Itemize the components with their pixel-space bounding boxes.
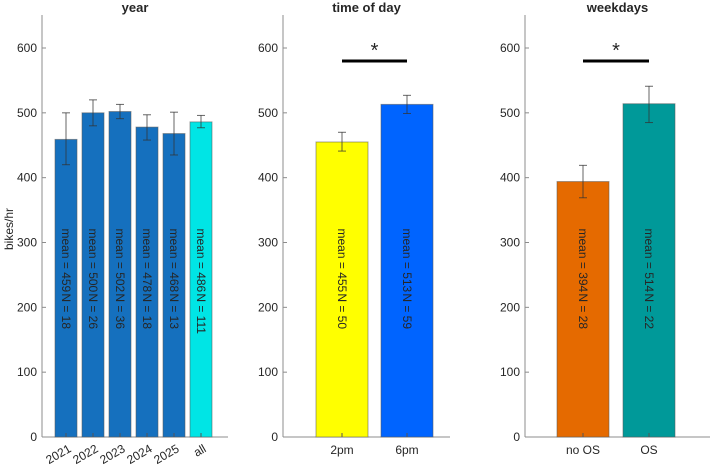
y-tick-label: 400 [500,171,520,185]
n-label: N = 50 [335,293,349,329]
significance-star: * [371,40,379,62]
n-label: N = 18 [59,293,73,329]
mean-label: mean = 455 [335,229,349,293]
n-label: N = 13 [167,293,181,329]
y-tick-label: 200 [17,300,37,314]
panel-year: year 0 100 200 300 400 500 600 bikes/hr mean = 45… [2,0,228,467]
y-tick-label: 0 [271,430,278,444]
y-tick-label: 500 [258,106,278,120]
n-label: N = 18 [140,293,154,329]
y-tick-label: 300 [17,236,37,250]
n-label: N = 36 [113,293,127,329]
x-tick-label: 2025 [151,441,181,467]
y-tick-label: 500 [500,106,520,120]
x-tick-label: 2021 [43,441,73,467]
y-tick-label: 400 [258,171,278,185]
y-tick-label: 600 [258,41,278,55]
y-tick-label: 300 [500,236,520,250]
n-label: N = 59 [400,293,414,329]
mean-label: mean = 478 [140,229,154,293]
mean-label: mean = 514 [642,229,656,293]
mean-label: mean = 500 [86,229,100,293]
x-tick-label: 2024 [124,441,154,467]
x-tick-label: 2023 [97,441,127,467]
mean-label: mean = 502 [113,229,127,293]
mean-label: mean = 459 [59,229,73,293]
y-tick-label: 200 [258,300,278,314]
n-label: N = 28 [576,293,590,329]
x-tick-label: 6pm [395,443,418,457]
bar-2pm [315,141,369,438]
bar-OS [622,103,676,438]
x-tick-label: no OS [566,443,600,457]
y-tick-label: 0 [513,430,520,444]
mean-label: mean = 394 [576,229,590,293]
y-tick-label: 100 [17,365,37,379]
y-tick-label: 300 [258,236,278,250]
y-tick-label: 400 [17,171,37,185]
bar-6pm [380,103,434,438]
significance-star: * [612,40,620,62]
x-tick-label: 2pm [330,443,353,457]
mean-label: mean = 468 [167,229,181,293]
n-label: N = 26 [86,293,100,329]
panel-title: time of day [332,0,401,15]
panel-title: weekdays [586,0,648,15]
y-tick-label: 500 [17,106,37,120]
x-tick-label: 2022 [70,441,100,467]
y-tick-label: 200 [500,300,520,314]
panel-title: year [122,0,149,15]
y-axis-label: bikes/hr [2,208,16,250]
y-tick-label: 600 [17,41,37,55]
y-tick-label: 600 [500,41,520,55]
n-label: N = 111 [194,293,208,334]
mean-label: mean = 486 [194,229,208,293]
x-tick-label: OS [640,443,657,457]
y-tick-label: 0 [30,430,37,444]
y-tick-label: 100 [500,365,520,379]
panel-time-of-day: time of day 0 100 200 300 400 500 600 mean = 455… [258,0,450,457]
mean-label: mean = 513 [400,229,414,293]
bar-no-OS [556,181,610,438]
x-tick-label: all [191,441,208,459]
n-label: N = 22 [642,293,656,329]
y-tick-label: 100 [258,365,278,379]
